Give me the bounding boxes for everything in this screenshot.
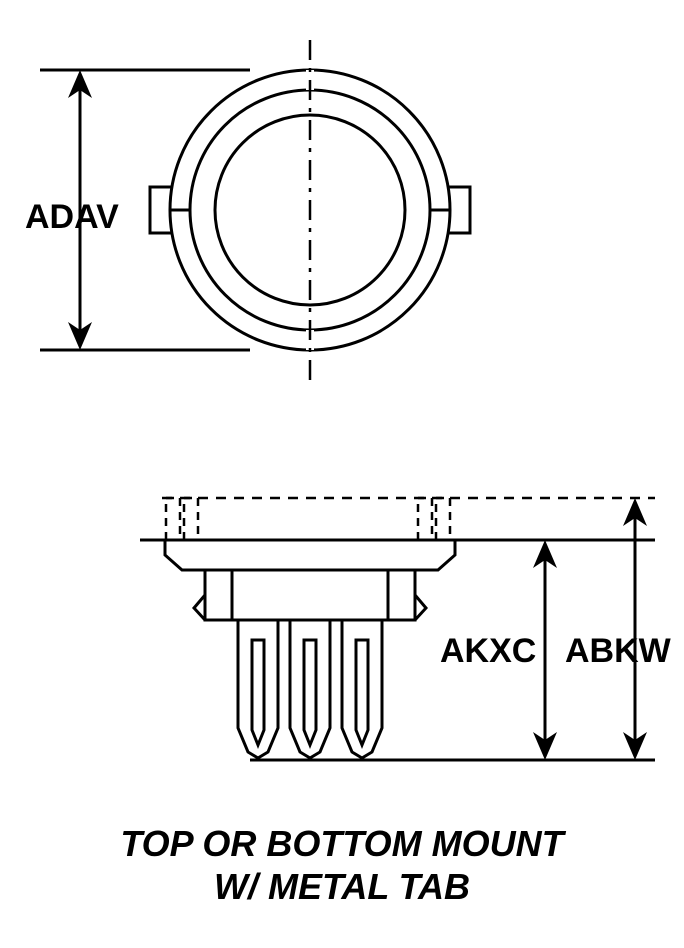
diagram-title: TOP OR BOTTOM MOUNT W/ METAL TAB: [0, 822, 684, 908]
dim-label-adav: ADAV: [25, 198, 119, 237]
diagram-svg: [0, 0, 684, 948]
title-line-2: W/ METAL TAB: [0, 865, 684, 908]
side-view: [140, 498, 655, 760]
diagram-container: ADAV AKXC ABKW TOP OR BOTTOM MOUNT W/ ME…: [0, 0, 684, 948]
title-line-1: TOP OR BOTTOM MOUNT: [0, 822, 684, 865]
dim-label-akxc: AKXC: [440, 632, 536, 671]
dim-label-abkw: ABKW: [565, 632, 671, 671]
